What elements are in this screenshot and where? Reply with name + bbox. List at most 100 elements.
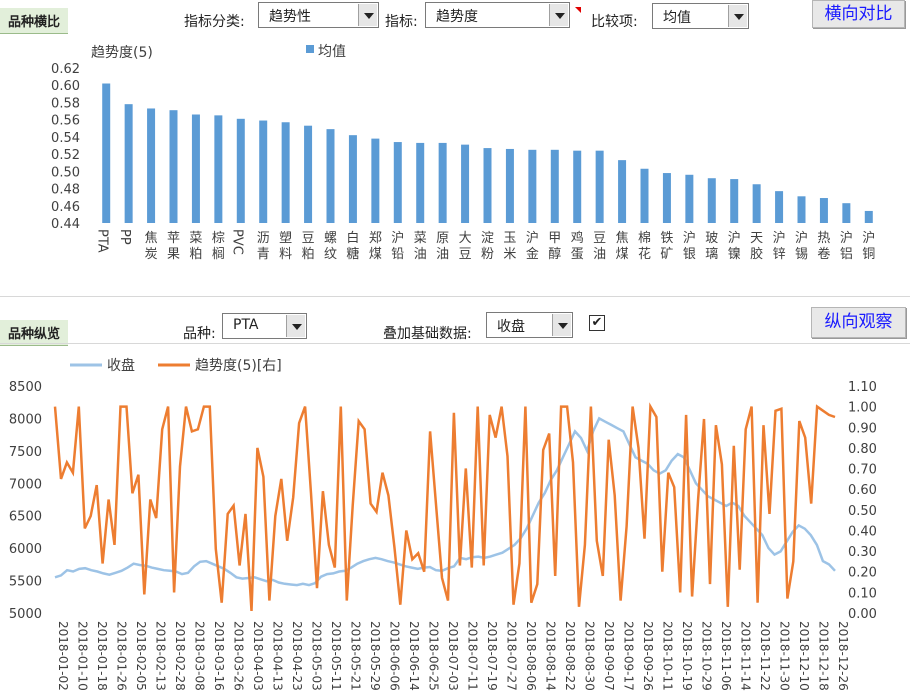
bar — [438, 142, 447, 223]
overlay-checkbox[interactable]: ✔ — [589, 315, 605, 331]
chevron-down-icon[interactable] — [552, 314, 571, 336]
overlay-value: 收盘 — [497, 319, 525, 335]
vertical-observe-button[interactable]: 纵向观察 — [811, 307, 906, 338]
bar — [842, 203, 851, 223]
chevron-down-icon[interactable] — [549, 4, 568, 26]
x-date-label: 2018-12-18 — [817, 621, 831, 691]
bar — [281, 122, 290, 223]
x-date-label: 2018-06-25 — [427, 621, 441, 691]
x-tick-label: 棕榈 — [212, 231, 225, 262]
x-date-label: 2018-12-26 — [836, 621, 850, 691]
x-tick-label: 螺纹 — [324, 231, 337, 262]
x-date-label: 2018-01-10 — [76, 621, 90, 691]
variety-dropdown[interactable]: PTA — [222, 313, 307, 339]
x-tick-label: 淀粉 — [481, 231, 494, 262]
x-date-label: 2018-09-07 — [602, 621, 616, 691]
x-date-label: 2018-06-06 — [388, 621, 402, 691]
x-date-label: 2018-10-29 — [700, 621, 714, 691]
cross-compare-button[interactable]: 横向对比 — [812, 0, 905, 28]
bar — [416, 142, 425, 223]
x-tick-label: 天胶 — [750, 231, 763, 262]
bar — [618, 160, 627, 223]
indicator-dropdown[interactable]: 趋势度 — [425, 2, 570, 28]
y-left-tick-label: 7500 — [9, 445, 42, 460]
y-tick-label: 0.46 — [51, 200, 80, 215]
x-tick-label: 铁矿 — [660, 231, 673, 262]
y-right-tick-label: 0.80 — [848, 442, 877, 457]
x-tick-label: 原油 — [436, 231, 449, 262]
bar — [819, 198, 828, 223]
x-date-label: 2018-03-26 — [232, 621, 246, 691]
x-date-label: 2018-07-11 — [466, 621, 480, 691]
bar — [191, 114, 200, 223]
bar — [595, 150, 604, 223]
y-tick-label: 0.48 — [51, 183, 80, 198]
y-left-tick-label: 6000 — [9, 542, 42, 557]
y-left-tick-label: 8000 — [9, 412, 42, 427]
x-tick-label: 甲醇 — [548, 231, 561, 262]
section-label-overview: 品种纵览 — [0, 320, 69, 346]
x-tick-label: PP — [117, 229, 132, 245]
x-tick-label: 苹果 — [167, 231, 180, 262]
bar — [124, 104, 133, 223]
comment-marker-icon — [575, 7, 581, 13]
bar — [102, 83, 111, 223]
chevron-down-icon[interactable] — [358, 4, 377, 26]
category-value: 趋势性 — [269, 9, 311, 25]
indicator-label: 指标: — [385, 14, 418, 30]
y-tick-label: 0.50 — [51, 165, 80, 180]
chevron-down-icon[interactable] — [728, 5, 747, 27]
x-date-label: 2018-11-22 — [758, 621, 772, 691]
legend-label-trend: 趋势度(5)[右] — [195, 358, 282, 374]
overlay-dropdown[interactable]: 收盘 — [486, 312, 573, 338]
y-right-tick-label: 1.10 — [848, 380, 877, 395]
category-label: 指标分类: — [184, 14, 245, 30]
bar — [461, 144, 470, 223]
x-date-label: 2018-05-29 — [368, 621, 382, 691]
x-date-label: 2018-05-21 — [349, 621, 363, 691]
x-date-label: 2018-03-16 — [212, 621, 226, 691]
chevron-down-icon[interactable] — [286, 315, 305, 337]
y-right-tick-label: 0.50 — [848, 504, 877, 519]
x-date-label: 2018-11-06 — [719, 621, 733, 691]
bar — [528, 149, 537, 223]
y-tick-label: 0.44 — [51, 217, 80, 232]
bar — [348, 135, 357, 223]
x-date-label: 2018-05-03 — [310, 621, 324, 691]
x-tick-label: 豆粕 — [302, 231, 315, 262]
x-tick-label: 玻璃 — [705, 231, 718, 262]
x-tick-label: 豆油 — [593, 231, 606, 262]
section-label-cross-compare: 品种横比 — [0, 8, 69, 34]
x-date-label: 2018-10-19 — [680, 621, 694, 691]
x-tick-label: 菜油 — [414, 231, 427, 262]
x-date-label: 2018-02-28 — [173, 621, 187, 691]
x-date-label: 2018-08-22 — [563, 621, 577, 691]
bar — [775, 191, 784, 223]
y-tick-label: 0.54 — [51, 131, 80, 146]
y-right-tick-label: 0.60 — [848, 483, 877, 498]
legend-label-close: 收盘 — [107, 357, 135, 374]
x-tick-label: 沪镍 — [728, 230, 741, 262]
close-price-line — [54, 416, 836, 587]
y-left-tick-label: 8500 — [9, 380, 42, 395]
x-date-label: 2018-11-14 — [739, 621, 753, 691]
y-right-tick-label: 0.90 — [848, 421, 877, 436]
bar — [505, 148, 514, 223]
x-tick-label: 沪铜 — [862, 230, 875, 262]
y-right-tick-label: 0.70 — [848, 463, 877, 478]
y-tick-label: 0.60 — [51, 79, 80, 94]
variety-label: 品种: — [183, 326, 216, 342]
y-tick-label: 0.52 — [51, 148, 80, 163]
category-dropdown[interactable]: 趋势性 — [258, 2, 379, 28]
x-date-label: 2018-02-13 — [154, 621, 168, 691]
x-tick-label: PVC — [229, 229, 244, 255]
x-date-label: 2018-07-27 — [505, 621, 519, 691]
x-tick-label: 沥青 — [257, 231, 270, 262]
x-date-label: 2018-08-30 — [583, 621, 597, 691]
x-date-label: 2018-05-11 — [329, 621, 343, 691]
compare-dropdown[interactable]: 均值 — [652, 3, 749, 29]
x-tick-label: PTA — [95, 229, 110, 253]
y-right-tick-label: 0.40 — [848, 524, 877, 539]
bar-chart-title: 趋势度(5) — [91, 45, 153, 61]
bar — [483, 148, 492, 223]
